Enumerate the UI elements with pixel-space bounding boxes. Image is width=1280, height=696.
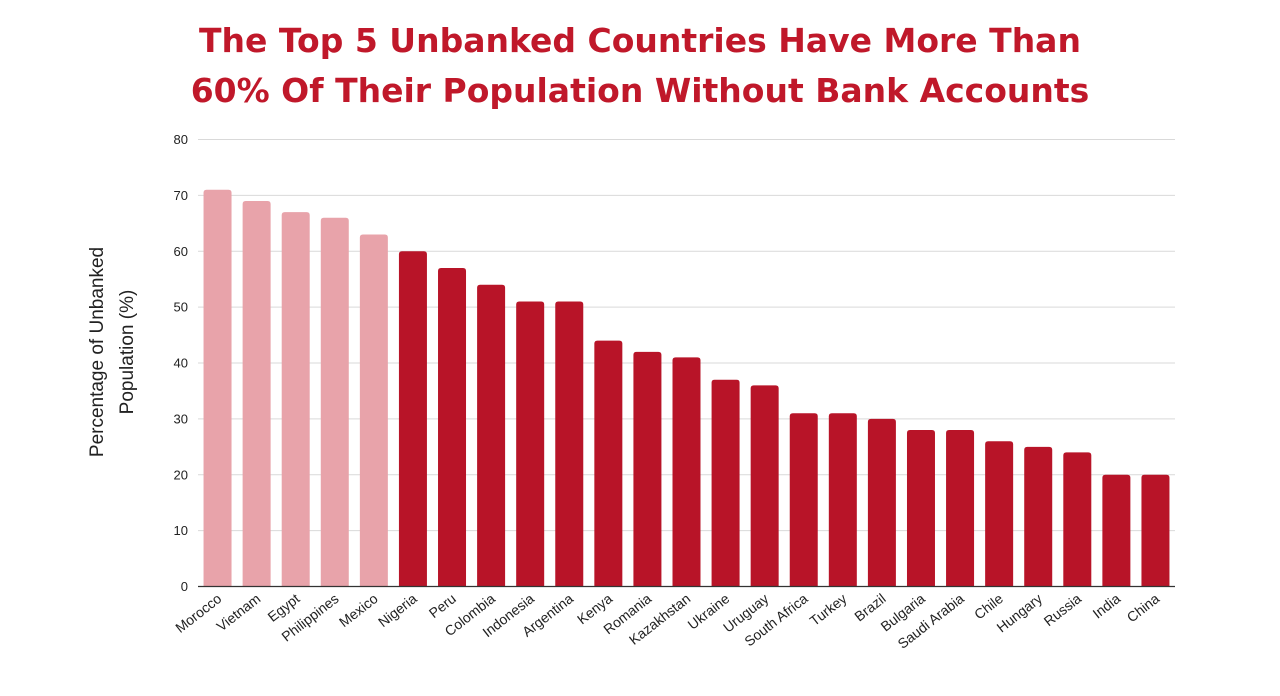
y-axis-label-line-1: Percentage of Unbanked [87,247,108,457]
bar-mexico [359,234,388,587]
bar-philippines [320,217,349,587]
y-tick-label-10: 10 [174,523,188,538]
bar-vietnam [242,200,271,587]
bar-uruguay [750,385,779,587]
bar-argentina [555,301,584,587]
bar-colombia [477,284,506,587]
y-tick-label-30: 30 [174,411,188,426]
x-category-label: Mexico [336,590,381,630]
y-tick-label-50: 50 [174,300,188,315]
y-axis-label: Percentage of Unbanked Population (%) [87,247,138,457]
bar-china [1141,474,1170,587]
y-tick-label-0: 0 [181,579,188,594]
y-tick-label-80: 80 [174,132,188,147]
bars [203,189,1170,587]
x-category-label: Vietnam [213,590,263,634]
x-category-label: Morocco [172,590,224,636]
bar-morocco [203,189,232,587]
bar-india [1102,474,1131,587]
x-category-label: Russia [1041,590,1085,629]
chart-title-line-1: The Top 5 Unbanked Countries Have More T… [199,21,1081,60]
y-axis-label-line-2: Population (%) [117,290,138,415]
bar-indonesia [516,301,545,587]
x-category-label: India [1089,590,1123,621]
bar-russia [1063,452,1092,587]
bar-chile [985,441,1014,587]
bar-egypt [281,212,310,587]
bar-nigeria [398,251,427,587]
bar-hungary [1024,446,1053,587]
bar-kazakhstan [672,357,701,587]
bar-ukraine [711,379,740,587]
x-category-label: Turkey [806,590,849,629]
bar-saudi-arabia [946,430,975,587]
y-tick-label-40: 40 [174,356,188,371]
bar-south-africa [789,413,818,587]
bar-peru [438,268,467,587]
bar-turkey [828,413,857,587]
y-tick-label-70: 70 [174,188,188,203]
chart-title-line-2: 60% Of Their Population Without Bank Acc… [190,71,1090,110]
bar-bulgaria [906,430,935,587]
x-category-label: China [1124,590,1163,625]
chart-title: The Top 5 Unbanked Countries Have More T… [0,16,1280,116]
y-tick-label-60: 60 [174,244,188,259]
y-axis-ticks: 0 10 20 30 40 50 60 70 80 [174,132,188,594]
y-tick-label-20: 20 [174,467,188,482]
bar-brazil [867,418,896,587]
bar-romania [633,351,662,587]
bar-kenya [594,340,623,587]
x-category-label: Nigeria [375,590,420,630]
